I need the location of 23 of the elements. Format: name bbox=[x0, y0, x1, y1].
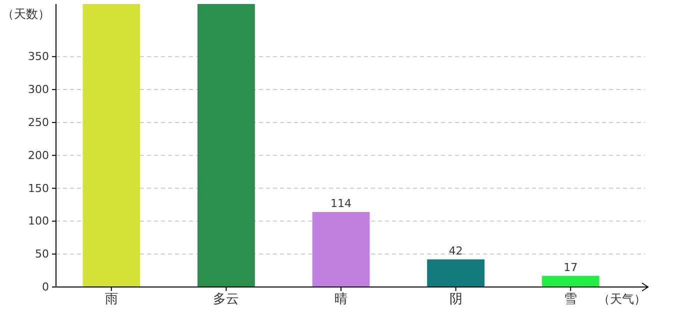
bar bbox=[542, 276, 600, 287]
bar bbox=[312, 212, 370, 287]
y-tick-label: 100 bbox=[28, 214, 49, 228]
y-tick-label: 150 bbox=[28, 182, 49, 195]
x-tick-label: 阴 bbox=[449, 292, 462, 308]
x-tick-label: 多云 bbox=[213, 292, 240, 308]
bar bbox=[82, 4, 140, 287]
bar bbox=[427, 259, 484, 287]
y-tick-label: 250 bbox=[28, 116, 49, 129]
x-tick-label: 晴 bbox=[334, 292, 348, 308]
y-axis-title: （天数） bbox=[2, 7, 50, 21]
y-tick-label: 200 bbox=[28, 148, 49, 162]
data-label: 17 bbox=[564, 260, 578, 274]
x-tick-label: 雨 bbox=[104, 292, 118, 308]
data-label: 114 bbox=[330, 196, 352, 210]
bar bbox=[198, 4, 255, 287]
y-tick-label: 300 bbox=[28, 83, 49, 96]
data-label: 42 bbox=[448, 244, 463, 258]
y-tick-label: 0 bbox=[42, 280, 49, 294]
x-tick-label: 雪 bbox=[564, 292, 578, 308]
y-tick-label: 350 bbox=[28, 50, 49, 64]
y-tick-label: 50 bbox=[35, 248, 49, 261]
x-axis-title: （天气） bbox=[598, 292, 646, 306]
